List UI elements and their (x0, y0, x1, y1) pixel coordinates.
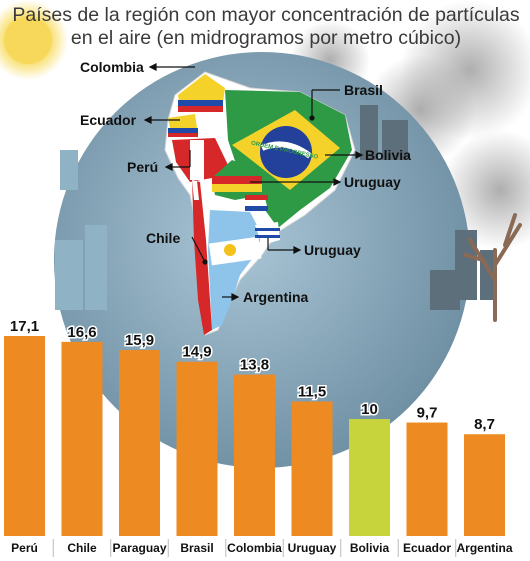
value-label-4: 13,8 (240, 357, 269, 374)
category-label-1: Chile (67, 541, 97, 555)
value-label-5: 11,5 (298, 383, 326, 400)
map-label-argentina: Argentina (243, 289, 309, 305)
category-label-3: Brasil (180, 541, 213, 555)
bar-6 (349, 419, 390, 536)
map-label-uruguay-lower: Uruguay (304, 242, 361, 258)
category-label-8: Argentina (456, 541, 512, 555)
map-label-peru: Perú (127, 159, 158, 175)
map-label-uruguay-upper: Uruguay (344, 174, 401, 190)
bar-0 (4, 336, 45, 536)
chart-title-line-1: Países de la región con mayor concentrac… (12, 4, 520, 26)
bar-4 (234, 374, 275, 536)
value-label-0: 17,1 (10, 318, 39, 335)
map-label-ecuador: Ecuador (80, 112, 137, 128)
map-label-bolivia: Bolivia (365, 147, 411, 163)
bar-7 (406, 422, 448, 536)
value-label-3: 14,9 (182, 344, 211, 361)
map-pointers (143, 63, 364, 301)
value-label-7: 9,7 (417, 405, 438, 422)
city-buildings-icon (55, 150, 107, 310)
map-labels: Colombia Ecuador Perú Chile Argentina Br… (80, 59, 411, 305)
chart-title: Países de la región con mayor concentrac… (6, 4, 526, 50)
map-label-colombia: Colombia (80, 59, 144, 75)
category-label-6: Bolivia (350, 541, 390, 555)
tree-icon (463, 213, 522, 322)
category-label-4: Colombia (227, 541, 282, 555)
sun-icon (0, 0, 68, 80)
category-label-strip (0, 536, 530, 561)
value-label-2: 15,9 (125, 332, 154, 349)
value-label-6: 10 (361, 401, 378, 418)
bar-5 (291, 401, 333, 536)
bar-8 (464, 434, 505, 536)
bar-3 (176, 361, 218, 536)
category-label-2: Paraguay (112, 541, 166, 555)
map-label-brasil: Brasil (344, 82, 383, 98)
category-label-5: Uruguay (288, 541, 337, 555)
chart-title-line-2: en el aire (en midrogramos por metro cúb… (70, 27, 462, 49)
category-label-7: Ecuador (403, 541, 451, 555)
map-label-chile: Chile (146, 230, 180, 246)
bar-2 (119, 350, 160, 536)
category-label-0: Perú (11, 541, 38, 555)
value-label-1: 16,6 (67, 324, 96, 341)
value-label-8: 8,7 (474, 416, 495, 433)
south-america-map: ORDEM E PROGRESSO (164, 71, 356, 336)
bar-1 (61, 341, 103, 536)
